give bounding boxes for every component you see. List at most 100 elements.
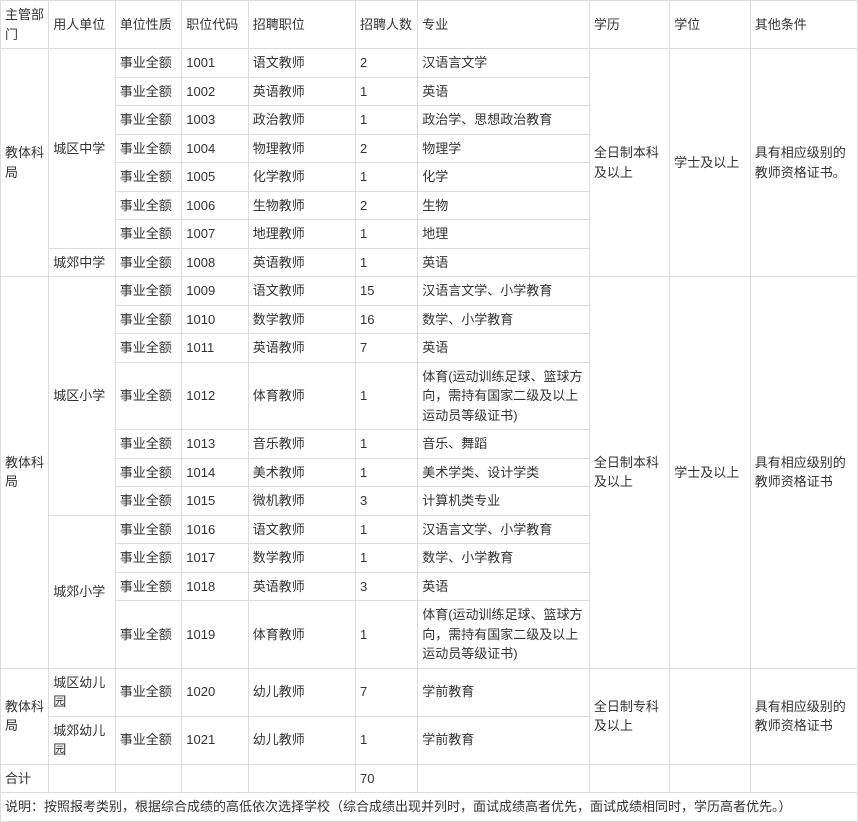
cell-nature: 事业全额	[115, 362, 182, 430]
cell-nature: 事业全额	[115, 716, 182, 764]
cell-education: 全日制专科及以上	[589, 668, 669, 764]
cell-other: 具有相应级别的教师资格证书	[750, 277, 857, 669]
cell-nature: 事业全额	[115, 277, 182, 306]
cell-major: 生物	[418, 191, 590, 220]
header-education: 学历	[589, 1, 669, 49]
cell-major: 美术学类、设计学类	[418, 458, 590, 487]
cell-code: 1020	[182, 668, 249, 716]
cell-code: 1012	[182, 362, 249, 430]
cell-count: 2	[356, 49, 418, 78]
cell-degree	[670, 668, 750, 764]
cell-major: 英语	[418, 572, 590, 601]
cell-position: 英语教师	[248, 77, 355, 106]
cell-unit: 城区小学	[49, 277, 116, 516]
empty-cell	[589, 764, 669, 793]
cell-count: 1	[356, 458, 418, 487]
cell-major: 英语	[418, 334, 590, 363]
header-degree: 学位	[670, 1, 750, 49]
cell-position: 政治教师	[248, 106, 355, 135]
cell-major: 学前教育	[418, 716, 590, 764]
cell-position: 地理教师	[248, 220, 355, 249]
cell-code: 1019	[182, 601, 249, 669]
cell-unit: 城郊小学	[49, 515, 116, 668]
cell-nature: 事业全额	[115, 49, 182, 78]
total-count: 70	[356, 764, 418, 793]
header-dept: 主管部门	[1, 1, 49, 49]
total-row: 合计 70	[1, 764, 858, 793]
empty-cell	[670, 764, 750, 793]
header-row: 主管部门 用人单位 单位性质 职位代码 招聘职位 招聘人数 专业 学历 学位 其…	[1, 1, 858, 49]
cell-unit: 城区幼儿园	[49, 668, 116, 716]
empty-cell	[182, 764, 249, 793]
header-nature: 单位性质	[115, 1, 182, 49]
cell-nature: 事业全额	[115, 544, 182, 573]
table-body: 教体科局城区中学事业全额1001语文教师2汉语言文学全日制本科及以上学士及以上具…	[1, 49, 858, 822]
cell-unit: 城郊中学	[49, 248, 116, 277]
cell-nature: 事业全额	[115, 515, 182, 544]
footnote-row: 说明：按照报考类别，根据综合成绩的高低依次选择学校（综合成绩出现并列时，面试成绩…	[1, 793, 858, 822]
cell-code: 1001	[182, 49, 249, 78]
cell-position: 英语教师	[248, 248, 355, 277]
total-label: 合计	[1, 764, 49, 793]
cell-nature: 事业全额	[115, 248, 182, 277]
cell-count: 16	[356, 305, 418, 334]
header-count: 招聘人数	[356, 1, 418, 49]
cell-nature: 事业全额	[115, 305, 182, 334]
cell-code: 1007	[182, 220, 249, 249]
cell-code: 1010	[182, 305, 249, 334]
cell-degree: 学士及以上	[670, 49, 750, 277]
cell-position: 幼儿教师	[248, 716, 355, 764]
cell-nature: 事业全额	[115, 668, 182, 716]
cell-nature: 事业全额	[115, 430, 182, 459]
cell-other: 具有相应级别的教师资格证书	[750, 668, 857, 764]
cell-major: 音乐、舞蹈	[418, 430, 590, 459]
cell-count: 3	[356, 487, 418, 516]
cell-position: 英语教师	[248, 572, 355, 601]
cell-nature: 事业全额	[115, 220, 182, 249]
cell-position: 体育教师	[248, 601, 355, 669]
cell-position: 语文教师	[248, 515, 355, 544]
cell-education: 全日制本科及以上	[589, 277, 669, 669]
cell-count: 1	[356, 248, 418, 277]
cell-code: 1004	[182, 134, 249, 163]
cell-dept: 教体科局	[1, 668, 49, 764]
cell-position: 化学教师	[248, 163, 355, 192]
cell-nature: 事业全额	[115, 191, 182, 220]
cell-position: 语文教师	[248, 49, 355, 78]
cell-count: 2	[356, 191, 418, 220]
cell-count: 1	[356, 362, 418, 430]
cell-major: 计算机类专业	[418, 487, 590, 516]
table-row: 教体科局城区小学事业全额1009语文教师15汉语言文学、小学教育全日制本科及以上…	[1, 277, 858, 306]
cell-major: 汉语言文学、小学教育	[418, 277, 590, 306]
cell-code: 1015	[182, 487, 249, 516]
cell-count: 3	[356, 572, 418, 601]
cell-major: 体育(运动训练足球、篮球方向，需持有国家二级及以上运动员等级证书)	[418, 362, 590, 430]
cell-position: 英语教师	[248, 334, 355, 363]
cell-nature: 事业全额	[115, 601, 182, 669]
cell-code: 1017	[182, 544, 249, 573]
cell-nature: 事业全额	[115, 77, 182, 106]
footnote-text: 说明：按照报考类别，根据综合成绩的高低依次选择学校（综合成绩出现并列时，面试成绩…	[1, 793, 858, 822]
header-code: 职位代码	[182, 1, 249, 49]
cell-position: 微机教师	[248, 487, 355, 516]
cell-position: 音乐教师	[248, 430, 355, 459]
cell-code: 1021	[182, 716, 249, 764]
cell-position: 幼儿教师	[248, 668, 355, 716]
cell-position: 数学教师	[248, 544, 355, 573]
cell-major: 政治学、思想政治教育	[418, 106, 590, 135]
cell-unit: 城郊幼儿园	[49, 716, 116, 764]
cell-count: 1	[356, 716, 418, 764]
cell-nature: 事业全额	[115, 458, 182, 487]
cell-nature: 事业全额	[115, 134, 182, 163]
cell-count: 1	[356, 601, 418, 669]
cell-major: 地理	[418, 220, 590, 249]
cell-code: 1016	[182, 515, 249, 544]
header-position: 招聘职位	[248, 1, 355, 49]
cell-count: 1	[356, 220, 418, 249]
cell-code: 1008	[182, 248, 249, 277]
cell-major: 英语	[418, 77, 590, 106]
cell-major: 数学、小学教育	[418, 305, 590, 334]
cell-unit: 城区中学	[49, 49, 116, 249]
cell-position: 美术教师	[248, 458, 355, 487]
cell-count: 7	[356, 334, 418, 363]
